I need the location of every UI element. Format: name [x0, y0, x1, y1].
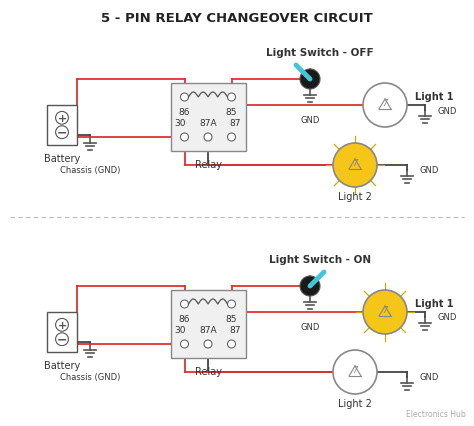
Text: 7: 7	[352, 366, 358, 374]
Text: 7: 7	[383, 99, 388, 108]
Bar	[47, 106, 77, 146]
Text: Light 1: Light 1	[415, 298, 454, 308]
Circle shape	[181, 340, 189, 348]
Text: 7: 7	[352, 159, 358, 168]
Circle shape	[300, 276, 320, 296]
Text: Light 2: Light 2	[338, 192, 372, 201]
Bar	[47, 312, 77, 352]
Circle shape	[228, 340, 236, 348]
Text: GND: GND	[438, 313, 457, 322]
Text: 87A: 87A	[199, 325, 217, 334]
Text: Electronics Hub: Electronics Hub	[406, 409, 466, 418]
Text: −: −	[57, 127, 67, 139]
Text: Relay: Relay	[194, 366, 221, 376]
Text: 86: 86	[179, 314, 190, 323]
Text: +: +	[57, 114, 67, 124]
Text: GND: GND	[438, 106, 457, 115]
Circle shape	[181, 94, 189, 102]
Text: 5 - PIN RELAY CHANGEOVER CIRCUIT: 5 - PIN RELAY CHANGEOVER CIRCUIT	[101, 12, 373, 25]
Circle shape	[204, 340, 212, 348]
Circle shape	[204, 134, 212, 142]
Text: 30: 30	[175, 325, 186, 334]
Bar	[171, 84, 246, 152]
Circle shape	[363, 290, 407, 334]
Text: Relay: Relay	[194, 160, 221, 170]
Text: Battery: Battery	[44, 154, 80, 164]
Text: 87: 87	[230, 119, 241, 128]
Circle shape	[228, 134, 236, 142]
Circle shape	[300, 70, 320, 90]
Text: 86: 86	[179, 108, 190, 117]
Circle shape	[55, 112, 68, 125]
Text: 87: 87	[230, 325, 241, 334]
Circle shape	[55, 333, 68, 346]
Text: GND: GND	[420, 166, 439, 175]
Circle shape	[181, 134, 189, 142]
Text: 30: 30	[175, 119, 186, 128]
Circle shape	[228, 94, 236, 102]
Text: −: −	[57, 333, 67, 346]
Text: Light 2: Light 2	[338, 398, 372, 408]
Circle shape	[363, 84, 407, 128]
Text: Chassis (GND): Chassis (GND)	[60, 372, 120, 381]
Text: GND: GND	[301, 116, 319, 125]
Circle shape	[55, 127, 68, 139]
Text: Light Switch - OFF: Light Switch - OFF	[266, 48, 374, 58]
Circle shape	[55, 319, 68, 331]
Text: 85: 85	[226, 314, 237, 323]
Text: 7: 7	[383, 306, 388, 315]
Circle shape	[333, 144, 377, 187]
Text: 87A: 87A	[199, 119, 217, 128]
Circle shape	[333, 350, 377, 394]
Text: +: +	[57, 320, 67, 330]
Circle shape	[181, 300, 189, 308]
Text: Chassis (GND): Chassis (GND)	[60, 166, 120, 175]
Circle shape	[228, 300, 236, 308]
Text: Light 1: Light 1	[415, 92, 454, 102]
Bar	[171, 290, 246, 358]
Text: Light Switch - ON: Light Switch - ON	[269, 254, 371, 265]
Text: 85: 85	[226, 108, 237, 117]
Text: GND: GND	[301, 322, 319, 331]
Text: Battery: Battery	[44, 360, 80, 370]
Text: GND: GND	[420, 373, 439, 382]
